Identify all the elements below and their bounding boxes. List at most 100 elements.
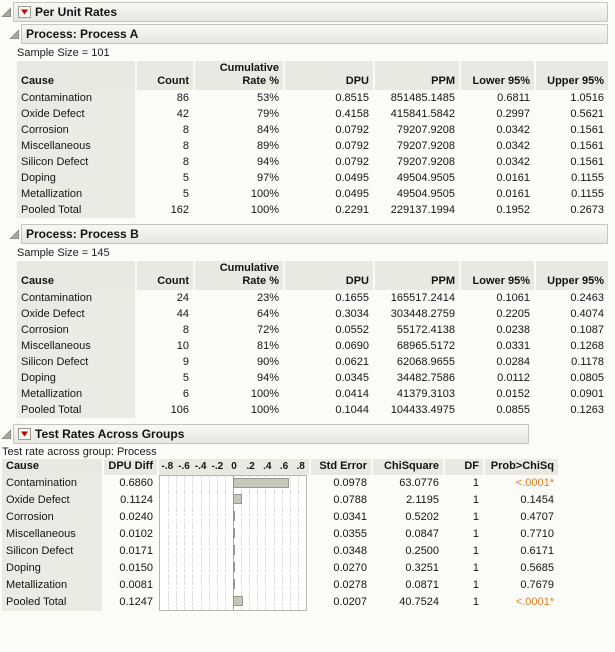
gridline xyxy=(216,560,218,577)
cell-rate: 89% xyxy=(256,140,279,152)
cell-prob: 0.7679 xyxy=(520,579,554,591)
gridline xyxy=(224,594,226,610)
disclosure-triangle-icon[interactable] xyxy=(1,6,12,18)
gridline xyxy=(281,526,283,543)
gridline xyxy=(249,577,251,594)
cell-cause: Silicon Defect xyxy=(17,354,135,370)
gridline xyxy=(200,594,202,610)
per-unit-rates-header-bar[interactable]: Per Unit Rates xyxy=(13,2,608,22)
cell-ppm: 165517.2414 xyxy=(390,292,455,304)
gridline xyxy=(241,526,243,543)
red-triangle-menu-icon[interactable] xyxy=(18,6,31,18)
cell-lower: 0.1061 xyxy=(496,292,530,304)
gridline xyxy=(192,476,194,492)
cell-ppm: 34482.7586 xyxy=(396,372,455,384)
section-per-unit-rates: Per Unit Rates Process: Process A Sample… xyxy=(0,2,615,418)
column-header-cause: Cause xyxy=(2,459,102,475)
dpu-diff-plot xyxy=(159,475,307,492)
gridline xyxy=(200,526,202,543)
table-row: Miscellaneous 8 89% 0.0792 79207.9208 0.0342 0… xyxy=(17,138,608,154)
dpu-diff-plot xyxy=(159,492,307,509)
cell-rate: 100% xyxy=(250,404,279,416)
cell-count: 9 xyxy=(182,356,189,368)
cell-dpu: 0.0792 xyxy=(335,124,369,136)
cell-lower: 0.0342 xyxy=(496,156,530,168)
cell-cause: Pooled Total xyxy=(2,594,102,611)
cell-std_error: 0.0348 xyxy=(333,545,367,557)
table-row: Miscellaneous 0.0102 0.0355 0.0847 1 0.7710 xyxy=(2,526,558,543)
cell-cause: Contamination xyxy=(2,475,102,492)
table-row: Contamination 24 23% 0.1655 165517.2414 0.106… xyxy=(17,290,608,306)
gridline xyxy=(208,594,210,610)
column-header-cause: Cause xyxy=(17,61,135,90)
gridline xyxy=(289,476,291,492)
gridline xyxy=(168,560,170,577)
cell-rate: 23% xyxy=(256,292,279,304)
sample-size-label: Sample Size = 145 xyxy=(17,247,110,259)
cell-cause: Silicon Defect xyxy=(17,154,135,170)
table-row: Contamination 0.6860 0.0978 63.0776 1 <.0001* xyxy=(2,475,558,492)
gridline xyxy=(224,577,226,594)
gridline xyxy=(192,577,194,594)
cell-count: 24 xyxy=(176,292,189,304)
red-triangle-menu-icon[interactable] xyxy=(18,428,31,440)
cell-rate: 100% xyxy=(250,388,279,400)
process-b-header-bar[interactable]: Process: Process B xyxy=(21,224,608,244)
column-header-ppm: PPM xyxy=(373,61,459,90)
cell-cause: Metallization xyxy=(17,186,135,202)
gridline xyxy=(297,577,299,594)
gridline xyxy=(192,492,194,509)
cell-count: 5 xyxy=(182,172,189,184)
gridline xyxy=(249,543,251,560)
gridline xyxy=(200,543,202,560)
cell-cause: Oxide Defect xyxy=(2,492,102,509)
gridline xyxy=(289,509,291,526)
axis-tick-label: -.6 xyxy=(178,461,190,472)
gridline xyxy=(273,594,275,610)
dpu-diff-bar xyxy=(233,511,235,521)
gridline xyxy=(289,594,291,610)
cell-count: 6 xyxy=(182,388,189,400)
process-a-header-bar[interactable]: Process: Process A xyxy=(21,24,608,44)
gridline xyxy=(265,594,267,610)
gridline xyxy=(224,476,226,492)
dpu-diff-plot xyxy=(159,509,307,526)
disclosure-triangle-icon[interactable] xyxy=(9,28,20,40)
gridline xyxy=(289,543,291,560)
disclosure-triangle-icon[interactable] xyxy=(9,228,20,240)
cell-ppm: 41379.3103 xyxy=(396,388,455,400)
gridline xyxy=(200,560,202,577)
cell-upper: 0.2673 xyxy=(570,204,604,216)
column-header-chisquare: ChiSquare xyxy=(371,459,443,475)
axis-tick-label: .8 xyxy=(296,461,305,472)
table-row: Pooled Total 106 100% 0.1044 104433.4975 0.08… xyxy=(17,402,608,418)
test-rates-header-bar[interactable]: Test Rates Across Groups xyxy=(13,424,529,444)
gridline xyxy=(200,577,202,594)
cell-dpu_diff: 0.6860 xyxy=(119,477,153,489)
gridline xyxy=(257,509,259,526)
gridline xyxy=(168,476,170,492)
cell-lower: 0.6811 xyxy=(497,92,530,104)
cell-ppm: 68965.5172 xyxy=(396,340,455,352)
cell-dpu_diff: 0.0150 xyxy=(119,562,153,574)
gridline xyxy=(249,560,251,577)
gridline xyxy=(216,543,218,560)
cell-rate: 97% xyxy=(256,172,279,184)
gridline xyxy=(249,526,251,543)
cell-std_error: 0.0270 xyxy=(333,562,367,574)
table-row: Corrosion 8 72% 0.0552 55172.4138 0.0238 0.108… xyxy=(17,322,608,338)
cell-ppm: 104433.4975 xyxy=(390,404,455,416)
cell-ppm: 79207.9208 xyxy=(396,124,455,136)
section-test-rates-across-groups: Test Rates Across Groups Test rate acros… xyxy=(0,424,615,611)
cell-dpu: 0.1655 xyxy=(335,292,369,304)
gridline xyxy=(257,594,259,610)
gridline xyxy=(289,577,291,594)
dpu-diff-bar-cell xyxy=(157,560,309,577)
table-row: Doping 0.0150 0.0270 0.3251 1 0.5685 xyxy=(2,560,558,577)
gridline xyxy=(224,560,226,577)
gridline xyxy=(297,560,299,577)
cell-dpu_diff: 0.1124 xyxy=(120,494,153,506)
disclosure-triangle-icon[interactable] xyxy=(1,428,12,440)
cell-count: 86 xyxy=(176,92,189,104)
cell-prob: 0.6171 xyxy=(520,545,554,557)
